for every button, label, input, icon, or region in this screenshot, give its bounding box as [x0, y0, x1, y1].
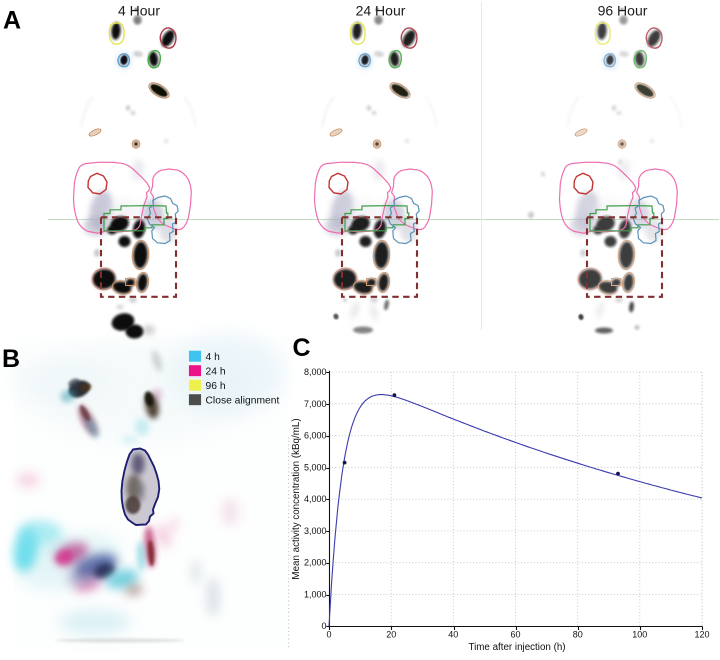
svg-text:96 Hour: 96 Hour [598, 3, 648, 19]
svg-text:20: 20 [386, 630, 396, 640]
svg-text:60: 60 [510, 630, 520, 640]
svg-text:4 Hour: 4 Hour [118, 3, 160, 19]
svg-text:3,000: 3,000 [304, 526, 327, 536]
svg-text:5,000: 5,000 [304, 462, 327, 472]
svg-text:C: C [293, 334, 311, 362]
svg-text:120: 120 [694, 630, 709, 640]
svg-text:7,000: 7,000 [304, 399, 327, 409]
svg-text:40: 40 [448, 630, 458, 640]
svg-text:8,000: 8,000 [304, 367, 327, 377]
svg-text:24 h: 24 h [206, 366, 226, 377]
svg-text:100: 100 [632, 630, 647, 640]
svg-text:4 h: 4 h [206, 352, 221, 363]
svg-text:B: B [2, 345, 20, 373]
svg-text:0: 0 [321, 621, 326, 631]
svg-text:6,000: 6,000 [304, 431, 327, 441]
svg-text:80: 80 [573, 630, 583, 640]
svg-text:0: 0 [326, 630, 331, 640]
svg-text:2,000: 2,000 [304, 558, 327, 568]
svg-text:96 h: 96 h [206, 381, 226, 392]
svg-text:Close alignment: Close alignment [206, 395, 280, 406]
svg-text:24 Hour: 24 Hour [356, 3, 406, 19]
svg-text:A: A [3, 7, 21, 35]
svg-text:4,000: 4,000 [304, 494, 327, 504]
svg-text:Time after injection (h): Time after injection (h) [468, 642, 565, 653]
svg-text:Mean activity concentration (k: Mean activity concentration (kBq/mL) [291, 418, 302, 579]
svg-text:1,000: 1,000 [304, 589, 327, 599]
